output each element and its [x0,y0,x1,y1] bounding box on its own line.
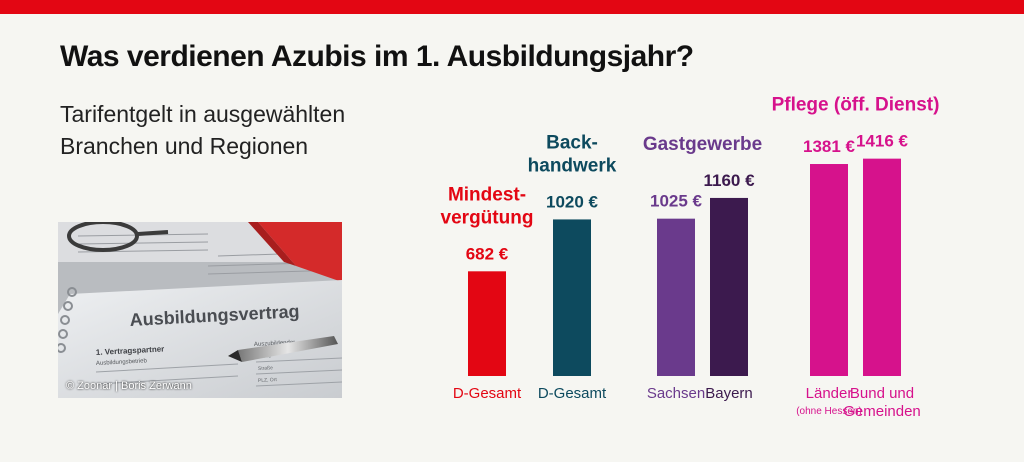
bar-value-label: 1020 € [546,192,599,211]
bar-value-label: 1025 € [650,192,703,211]
contract-photo-illustration: Ausbildungsvertrag 1. Vertragspartner Au… [58,222,342,398]
group-title: Mindest- [448,184,526,205]
bar-value-label: 682 € [466,244,509,263]
group-title: handwerk [528,155,617,176]
bar-category-label: Gemeinden [843,403,921,420]
subtitle-line-2: Branchen und Regionen [60,133,309,159]
bar-category-label: D-Gesamt [453,385,522,402]
group-title: Gastgewerbe [643,134,762,155]
bar [468,271,506,376]
top-accent-bar [0,0,1024,14]
subtitle: Tarifentgelt in ausgewählten Branchen un… [60,98,345,162]
subtitle-line-1: Tarifentgelt in ausgewählten [60,101,346,127]
bar-category-sublabel: (ohne Hessen) [796,406,862,417]
photo-field-left: Ausbildungsbetrieb [96,358,148,367]
group-title: vergütung [441,207,534,228]
bar [863,158,901,376]
contract-photo: Ausbildungsvertrag 1. Vertragspartner Au… [58,222,342,398]
bar [810,164,848,376]
bar [553,219,591,376]
page-title: Was verdienen Azubis im 1. Ausbildungsja… [60,40,694,73]
photo-field-right: Auszubildender [254,340,296,348]
bar-value-label: 1381 € [803,137,856,156]
photo-credit: © Zoonar | Boris Zerwann [66,380,192,392]
photo-field-zip: PLZ, Ort [258,377,278,384]
bar-value-label: 1160 € [703,171,755,190]
bar-category-label: Bayern [705,385,753,402]
group-title: Pflege (öff. Dienst) [772,95,940,116]
photo-field-street: Straße [258,365,274,372]
group-title: Back- [546,132,598,153]
photo-section-label: 1. Vertragspartner [96,344,165,357]
bar [710,197,748,376]
bar-category-label: D-Gesamt [538,385,607,402]
bar-category-label: Sachsen [647,385,705,402]
bar-category-label: Länder [806,385,853,402]
bar-value-label: 1416 € [856,132,909,151]
bar [657,218,695,376]
bar-category-label: Bund und [850,385,914,402]
